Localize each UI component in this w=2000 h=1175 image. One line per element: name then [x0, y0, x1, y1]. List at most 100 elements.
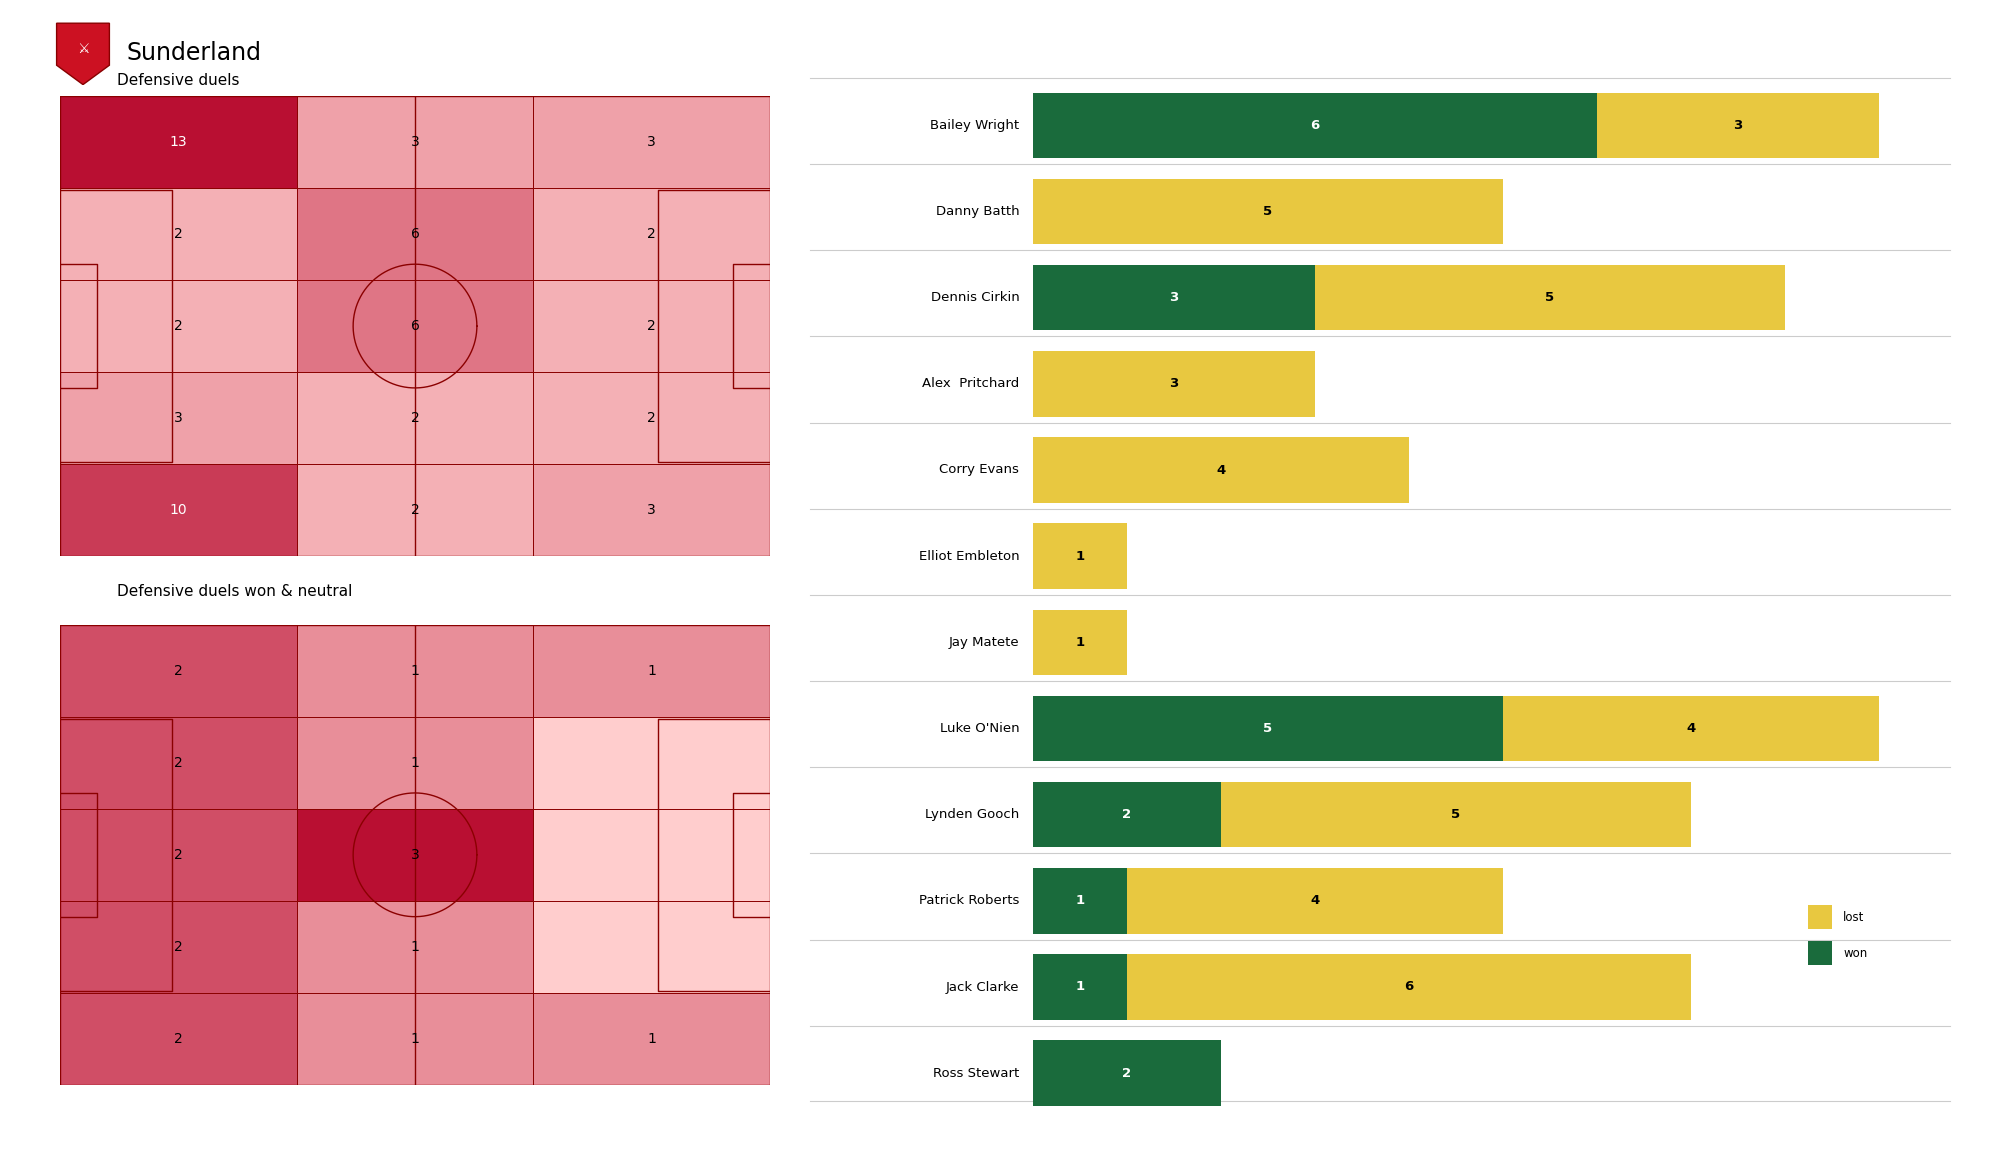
Text: Sunderland: Sunderland — [126, 41, 260, 65]
Text: 4: 4 — [1686, 721, 1696, 736]
Bar — [296, 901, 534, 993]
Text: Defensive duels: Defensive duels — [116, 73, 240, 88]
Text: 2: 2 — [648, 227, 656, 241]
Bar — [534, 717, 770, 808]
Text: 2: 2 — [174, 227, 182, 241]
Text: Jack Clarke: Jack Clarke — [946, 980, 1020, 994]
Text: 3: 3 — [648, 503, 656, 517]
Text: lost: lost — [1844, 911, 1864, 924]
Text: 3: 3 — [648, 135, 656, 149]
Bar — [1502, 696, 1878, 761]
Bar — [1808, 941, 1832, 966]
Text: 3: 3 — [1170, 377, 1178, 390]
Bar — [534, 993, 770, 1085]
Bar — [60, 464, 296, 556]
Text: 5: 5 — [1264, 721, 1272, 736]
Text: 1: 1 — [410, 940, 420, 954]
Text: 5: 5 — [1546, 291, 1554, 304]
Text: 2: 2 — [1122, 808, 1132, 821]
Polygon shape — [56, 24, 110, 85]
Text: 4: 4 — [1216, 463, 1226, 477]
Bar — [534, 372, 770, 464]
Bar — [1032, 437, 1408, 503]
Text: Bailey Wright: Bailey Wright — [930, 119, 1020, 132]
Bar — [296, 372, 534, 464]
Bar — [296, 993, 534, 1085]
Text: 2: 2 — [174, 940, 182, 954]
Text: 6: 6 — [410, 320, 420, 333]
Bar — [296, 717, 534, 808]
Text: 1: 1 — [1076, 894, 1084, 907]
Text: 1: 1 — [648, 664, 656, 678]
Bar — [1032, 954, 1126, 1020]
Text: 5: 5 — [1264, 204, 1272, 219]
Text: Corry Evans: Corry Evans — [940, 463, 1020, 477]
Text: 1: 1 — [1076, 636, 1084, 649]
Bar — [1314, 264, 1784, 330]
Text: Patrick Roberts: Patrick Roberts — [918, 894, 1020, 907]
Bar — [1032, 1040, 1220, 1106]
Text: 6: 6 — [1310, 119, 1320, 132]
Bar — [534, 901, 770, 993]
Bar — [60, 625, 296, 717]
Bar — [60, 96, 296, 188]
Bar — [1126, 868, 1502, 934]
Text: 6: 6 — [410, 227, 420, 241]
Bar — [534, 188, 770, 280]
Text: 1: 1 — [1076, 980, 1084, 994]
Text: Ross Stewart: Ross Stewart — [934, 1067, 1020, 1080]
Text: 2: 2 — [174, 320, 182, 333]
Text: won: won — [1844, 947, 1868, 960]
Text: 3: 3 — [410, 135, 420, 149]
Text: Defensive duels won & neutral: Defensive duels won & neutral — [116, 584, 352, 599]
Text: 1: 1 — [648, 1032, 656, 1046]
Bar — [534, 96, 770, 188]
Bar — [1032, 696, 1502, 761]
Bar — [1220, 781, 1690, 847]
Text: 1: 1 — [410, 1032, 420, 1046]
Text: 2: 2 — [174, 664, 182, 678]
Bar — [1032, 523, 1126, 589]
Text: 2: 2 — [174, 848, 182, 861]
Bar — [60, 993, 296, 1085]
Bar — [534, 280, 770, 372]
Bar — [60, 901, 296, 993]
Text: Danny Batth: Danny Batth — [936, 204, 1020, 219]
Bar — [60, 188, 296, 280]
Bar — [534, 464, 770, 556]
Bar — [1596, 93, 1878, 159]
Bar — [296, 625, 534, 717]
Bar — [1032, 781, 1220, 847]
Text: 3: 3 — [174, 411, 182, 425]
Text: 2: 2 — [1122, 1067, 1132, 1080]
Bar — [296, 280, 534, 372]
Bar — [296, 464, 534, 556]
Bar — [60, 280, 296, 372]
Bar — [534, 625, 770, 717]
Text: 3: 3 — [1734, 119, 1742, 132]
Text: 2: 2 — [410, 411, 420, 425]
Bar — [1032, 93, 1596, 159]
Bar — [1032, 264, 1314, 330]
Text: 13: 13 — [170, 135, 188, 149]
Text: 1: 1 — [410, 756, 420, 770]
Text: 3: 3 — [1170, 291, 1178, 304]
Bar — [1032, 351, 1314, 417]
Bar — [534, 808, 770, 901]
Bar — [60, 808, 296, 901]
Bar — [60, 717, 296, 808]
Bar — [1032, 179, 1502, 244]
Bar — [1808, 905, 1832, 929]
Bar — [1032, 610, 1126, 676]
Text: 2: 2 — [648, 320, 656, 333]
Text: 2: 2 — [648, 411, 656, 425]
Text: Elliot Embleton: Elliot Embleton — [918, 550, 1020, 563]
Text: 6: 6 — [1404, 980, 1414, 994]
Text: 4: 4 — [1310, 894, 1320, 907]
Bar — [296, 188, 534, 280]
Text: Alex  Pritchard: Alex Pritchard — [922, 377, 1020, 390]
Text: 1: 1 — [410, 664, 420, 678]
Text: 2: 2 — [410, 503, 420, 517]
Text: 1: 1 — [1076, 550, 1084, 563]
Text: Lynden Gooch: Lynden Gooch — [926, 808, 1020, 821]
